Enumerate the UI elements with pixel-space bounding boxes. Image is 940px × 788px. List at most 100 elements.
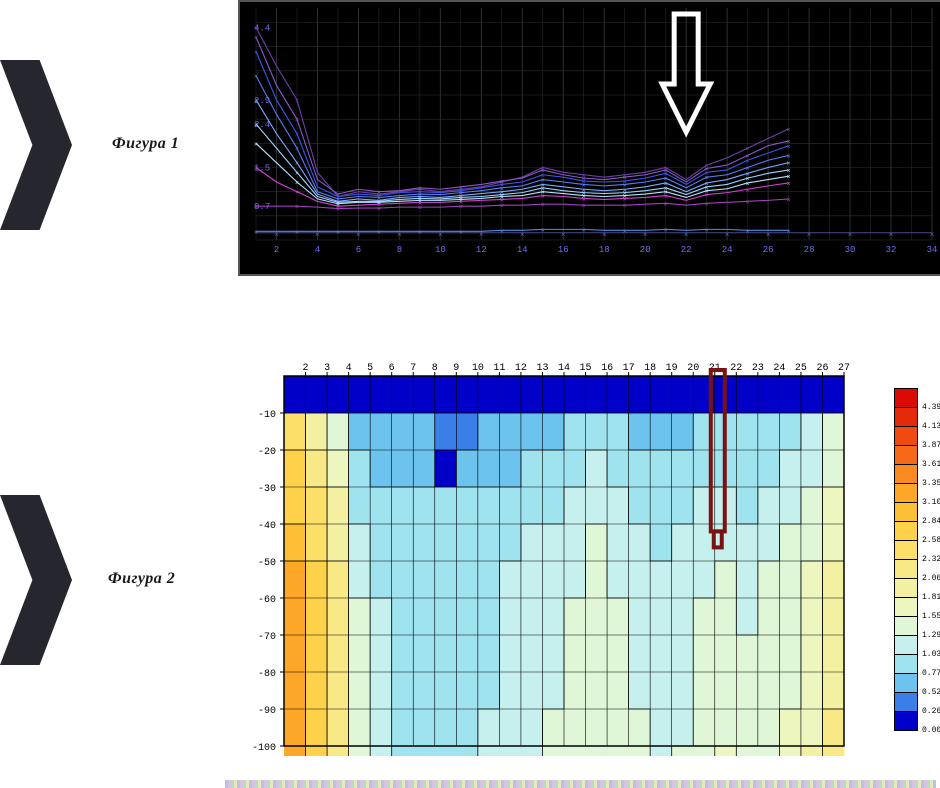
heatmap-cell	[284, 746, 306, 756]
heatmap-cell	[542, 487, 564, 525]
legend-swatch	[894, 408, 918, 427]
heatmap-cell	[629, 746, 651, 756]
heatmap-cell	[650, 450, 672, 488]
heatmap-cell	[586, 746, 608, 756]
heatmap-cell	[801, 524, 823, 562]
heatmap-cell	[822, 709, 844, 747]
svg-text:10: 10	[435, 245, 446, 255]
heatmap-cell	[650, 635, 672, 673]
svg-text:×: ×	[684, 231, 689, 240]
legend-swatch	[894, 484, 918, 503]
heatmap-cell	[586, 561, 608, 599]
heatmap-cell	[327, 709, 349, 747]
heatmap-cell	[822, 450, 844, 488]
svg-text:×: ×	[254, 25, 258, 33]
heatmap-cell	[499, 561, 521, 599]
heatmap-cell	[693, 746, 715, 756]
heatmap-cell	[306, 672, 328, 710]
svg-text:34: 34	[927, 245, 938, 255]
heatmap-cell	[629, 524, 651, 562]
svg-text:×: ×	[295, 161, 299, 169]
legend-label: 3.35	[922, 479, 940, 488]
heatmap-cell	[499, 672, 521, 710]
svg-text:×: ×	[397, 231, 402, 240]
heatmap-cell	[435, 450, 457, 488]
heatmap-cell	[349, 598, 371, 636]
heatmap-cell	[779, 635, 801, 673]
heatmap-cell	[306, 635, 328, 673]
svg-text:-30: -30	[258, 484, 276, 495]
svg-text:×: ×	[541, 227, 545, 235]
svg-text:×: ×	[705, 193, 709, 201]
svg-text:×: ×	[254, 74, 258, 82]
heatmap-cell	[607, 524, 629, 562]
legend-swatch	[894, 388, 918, 408]
heatmap-cell	[392, 376, 414, 414]
heatmap-cell	[392, 413, 414, 451]
heatmap-cell	[370, 413, 392, 451]
heatmap-cell	[413, 709, 435, 747]
heatmap-cell	[715, 598, 737, 636]
heatmap-cell	[693, 635, 715, 673]
svg-text:28: 28	[804, 245, 815, 255]
svg-text:×: ×	[582, 227, 586, 235]
heatmap-cell	[478, 487, 500, 525]
heatmap-cell	[435, 413, 457, 451]
heatmap-cell	[736, 413, 758, 451]
heatmap-cell	[542, 598, 564, 636]
heatmap-cell	[413, 524, 435, 562]
legend-swatch	[894, 636, 918, 655]
heatmap-cell	[542, 450, 564, 488]
heatmap-cell	[629, 413, 651, 451]
heatmap-cell	[542, 672, 564, 710]
heatmap-cell	[435, 672, 457, 710]
heatmap-cell	[370, 376, 392, 414]
heatmap-cell	[413, 598, 435, 636]
heatmap-cell	[349, 672, 371, 710]
svg-text:×: ×	[848, 231, 853, 240]
svg-text:26: 26	[763, 245, 774, 255]
svg-text:×: ×	[500, 228, 504, 236]
heatmap-cell	[801, 450, 823, 488]
heatmap-cell	[629, 376, 651, 414]
heatmap-cell	[822, 561, 844, 599]
heatmap-cell	[392, 635, 414, 673]
heatmap-cell	[758, 635, 780, 673]
heatmap-cell	[801, 672, 823, 710]
heatmap-cell	[801, 635, 823, 673]
legend-label: 1.55	[922, 612, 940, 621]
legend-label: 4.39	[922, 403, 940, 412]
heatmap-cell	[542, 746, 564, 756]
heatmap-cell	[499, 376, 521, 414]
svg-text:×: ×	[295, 98, 299, 106]
heatmap-cell	[392, 561, 414, 599]
svg-text:×: ×	[643, 231, 648, 240]
svg-text:×: ×	[254, 122, 258, 130]
heatmap-cell	[693, 598, 715, 636]
heatmap-cell	[758, 487, 780, 525]
svg-text:×: ×	[254, 204, 258, 212]
heatmap-cell	[586, 413, 608, 451]
heatmap-cell	[564, 746, 586, 756]
heatmap-cell	[564, 709, 586, 747]
heatmap-cell	[672, 672, 694, 710]
heatmap-cell	[672, 487, 694, 525]
heatmap-cell	[822, 598, 844, 636]
heatmap-cell	[284, 524, 306, 562]
heatmap-cell	[349, 450, 371, 488]
heatmap-cell	[456, 746, 478, 756]
heatmap-cell	[629, 709, 651, 747]
heatmap-cell	[715, 561, 737, 599]
footer-decoration	[225, 780, 936, 788]
svg-text:×: ×	[787, 127, 791, 135]
heatmap-cell	[499, 524, 521, 562]
heatmap-cell	[370, 635, 392, 673]
heatmap-cell	[672, 598, 694, 636]
heatmap-cell	[521, 450, 543, 488]
heatmap-cell	[542, 524, 564, 562]
heatmap-cell	[370, 598, 392, 636]
legend-swatch	[894, 560, 918, 579]
svg-text:×: ×	[295, 190, 299, 198]
heatmap-cell	[607, 413, 629, 451]
heatmap-cell	[349, 413, 371, 451]
